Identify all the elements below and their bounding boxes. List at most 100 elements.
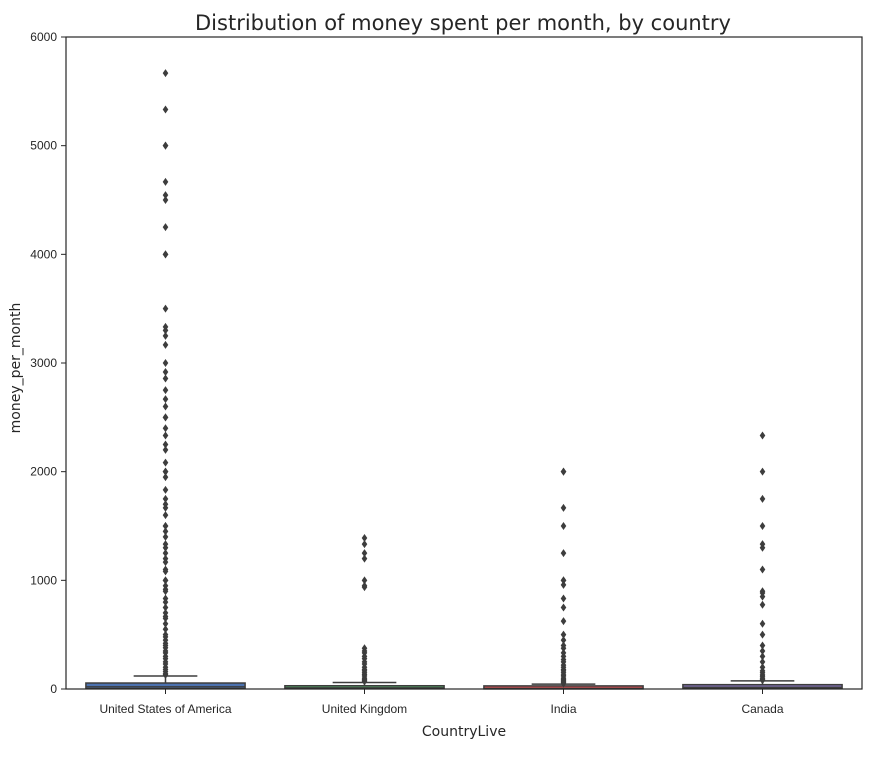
outlier-point bbox=[162, 374, 169, 383]
y-tick-label: 0 bbox=[50, 682, 57, 696]
x-axis-label: CountryLive bbox=[422, 724, 506, 740]
outlier-point bbox=[759, 630, 766, 639]
iqr-box bbox=[85, 682, 246, 690]
outlier-point bbox=[162, 576, 169, 585]
box-group bbox=[284, 534, 445, 690]
outlier-point bbox=[162, 431, 169, 440]
box-group bbox=[85, 69, 246, 690]
outlier-point bbox=[560, 522, 567, 530]
outlier-point bbox=[759, 467, 766, 476]
x-tick-label: United States of America bbox=[99, 702, 231, 716]
outlier-point bbox=[162, 485, 169, 494]
outlier-point bbox=[162, 340, 169, 349]
outlier-point bbox=[162, 532, 169, 541]
outlier-point bbox=[162, 402, 169, 411]
outlier-point bbox=[162, 191, 169, 200]
outlier-point bbox=[162, 511, 169, 520]
y-tick-label: 3000 bbox=[30, 356, 57, 370]
outlier-point bbox=[162, 386, 169, 395]
outlier-point bbox=[759, 652, 766, 661]
outlier-point bbox=[162, 250, 169, 259]
outlier-point bbox=[162, 598, 169, 607]
outlier-point bbox=[162, 424, 169, 433]
plot-frame bbox=[65, 36, 863, 690]
outlier-point bbox=[162, 331, 169, 340]
chart-title: Distribution of money spent per month, b… bbox=[195, 11, 731, 35]
x-tick-label: India bbox=[550, 702, 576, 716]
outlier-point bbox=[162, 527, 169, 536]
outlier-point bbox=[162, 543, 169, 552]
outlier-point bbox=[162, 567, 169, 576]
outlier-point bbox=[759, 600, 766, 609]
outlier-point bbox=[759, 494, 766, 503]
outlier-point bbox=[361, 534, 368, 543]
outlier-point bbox=[361, 576, 368, 585]
outlier-point bbox=[162, 603, 169, 612]
outlier-point bbox=[162, 413, 169, 422]
outlier-point bbox=[759, 592, 766, 601]
outlier-point bbox=[560, 630, 567, 639]
outlier-point bbox=[560, 549, 567, 558]
y-tick-label: 2000 bbox=[30, 465, 57, 479]
outlier-point bbox=[162, 549, 169, 558]
outlier-point bbox=[162, 445, 169, 454]
outlier-point bbox=[162, 522, 169, 530]
outlier-point bbox=[759, 619, 766, 628]
outlier-point bbox=[162, 440, 169, 449]
outlier-point bbox=[162, 326, 169, 335]
outlier-point bbox=[162, 105, 169, 114]
plot-area bbox=[85, 69, 843, 690]
outlier-point bbox=[759, 565, 766, 574]
outlier-point bbox=[162, 587, 169, 596]
outlier-point bbox=[162, 494, 169, 503]
outlier-point bbox=[560, 617, 567, 626]
x-tick-label: United Kingdom bbox=[322, 702, 407, 716]
outlier-point bbox=[560, 594, 567, 603]
outlier-point bbox=[560, 467, 567, 476]
outlier-point bbox=[162, 141, 169, 150]
outlier-point bbox=[361, 554, 368, 563]
outlier-point bbox=[162, 670, 169, 679]
outlier-point bbox=[162, 503, 169, 512]
outlier-point bbox=[361, 549, 368, 558]
outlier-point bbox=[162, 473, 169, 482]
outlier-point bbox=[560, 503, 567, 512]
outlier-point bbox=[560, 644, 567, 653]
outlier-point bbox=[162, 625, 169, 634]
outlier-point bbox=[560, 636, 567, 645]
y-tick-label: 5000 bbox=[30, 139, 57, 153]
outlier-point bbox=[759, 431, 766, 440]
y-tick-label: 4000 bbox=[30, 247, 57, 261]
outlier-point bbox=[162, 223, 169, 232]
outlier-point bbox=[759, 676, 766, 685]
outlier-point bbox=[361, 540, 368, 549]
outlier-point bbox=[162, 368, 169, 377]
outlier-point bbox=[162, 177, 169, 186]
y-axis: 0 1000 2000 3000 4000 5000 6000 bbox=[30, 30, 66, 696]
outlier-point bbox=[162, 619, 169, 628]
y-tick-label: 1000 bbox=[30, 573, 57, 587]
x-tick-label: Canada bbox=[741, 702, 783, 716]
outlier-point bbox=[361, 583, 368, 592]
outlier-point bbox=[162, 196, 169, 204]
outlier-point bbox=[759, 641, 766, 650]
outlier-point bbox=[162, 458, 169, 467]
box-group bbox=[483, 467, 644, 690]
outlier-point bbox=[162, 614, 169, 623]
outlier-point bbox=[162, 395, 169, 404]
outlier-point bbox=[759, 646, 766, 655]
outlier-point bbox=[560, 679, 567, 688]
outlier-point bbox=[560, 603, 567, 612]
outlier-point bbox=[759, 522, 766, 530]
y-axis-label: money_per_month bbox=[8, 303, 24, 434]
x-axis: United States of America United Kingdom In… bbox=[99, 689, 784, 716]
outlier-point bbox=[162, 304, 169, 313]
box-group bbox=[682, 431, 843, 690]
outlier-point bbox=[162, 558, 169, 567]
outlier-point bbox=[162, 467, 169, 476]
outlier-point bbox=[162, 359, 169, 367]
outlier-point bbox=[162, 69, 169, 78]
y-tick-label: 6000 bbox=[30, 30, 57, 44]
outlier-point bbox=[560, 580, 567, 589]
